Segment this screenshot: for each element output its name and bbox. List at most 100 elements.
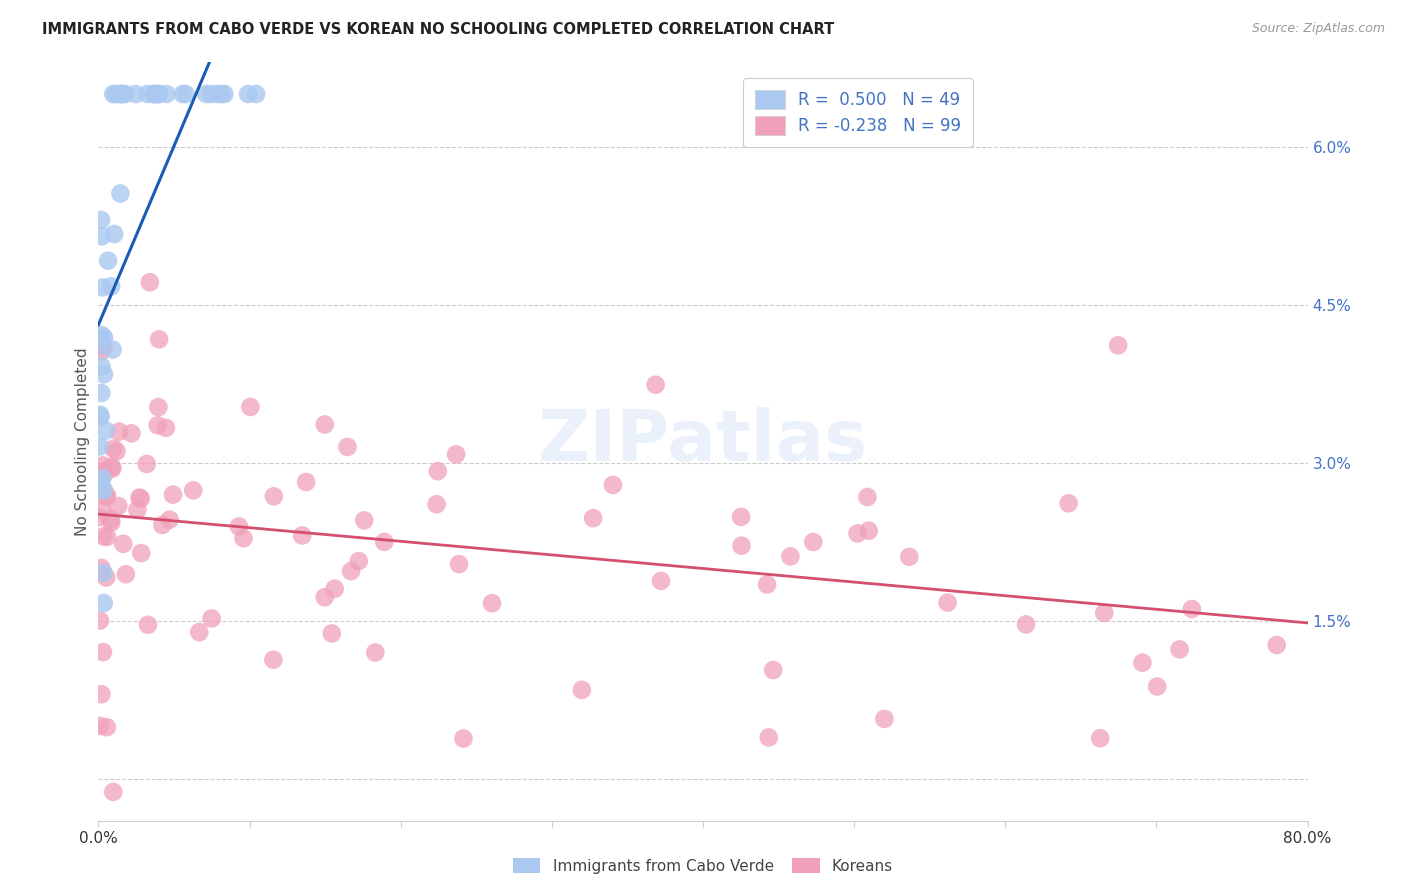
Point xyxy=(172,87,194,101)
Point xyxy=(110,186,132,201)
Point xyxy=(96,490,118,504)
Point xyxy=(90,229,112,244)
Point xyxy=(856,490,879,504)
Point xyxy=(1146,680,1168,694)
Point xyxy=(89,614,111,628)
Point xyxy=(201,611,224,625)
Point xyxy=(91,280,114,294)
Point xyxy=(103,785,125,799)
Point xyxy=(103,442,125,456)
Point xyxy=(91,483,114,498)
Point xyxy=(115,567,138,582)
Point xyxy=(1090,731,1112,746)
Point xyxy=(121,426,143,441)
Point xyxy=(101,459,124,474)
Point xyxy=(128,491,150,505)
Point xyxy=(135,457,157,471)
Point xyxy=(336,440,359,454)
Point xyxy=(730,539,752,553)
Point xyxy=(758,731,780,745)
Point xyxy=(353,513,375,527)
Point xyxy=(146,418,169,433)
Point xyxy=(148,332,170,346)
Point xyxy=(373,535,395,549)
Legend: Immigrants from Cabo Verde, Koreans: Immigrants from Cabo Verde, Koreans xyxy=(508,852,898,880)
Text: Source: ZipAtlas.com: Source: ZipAtlas.com xyxy=(1251,22,1385,36)
Point xyxy=(100,279,122,293)
Point xyxy=(1265,638,1288,652)
Point xyxy=(195,87,218,101)
Point xyxy=(571,682,593,697)
Point xyxy=(801,535,824,549)
Point xyxy=(91,645,114,659)
Point xyxy=(453,731,475,746)
Point xyxy=(96,720,118,734)
Point xyxy=(93,339,115,353)
Point xyxy=(936,596,959,610)
Point xyxy=(295,475,318,489)
Point xyxy=(644,377,666,392)
Point xyxy=(93,483,115,497)
Point xyxy=(155,421,177,435)
Point xyxy=(174,87,197,101)
Point xyxy=(90,344,112,359)
Point xyxy=(101,462,124,476)
Point xyxy=(426,464,449,478)
Point xyxy=(263,489,285,503)
Point xyxy=(447,557,470,571)
Point xyxy=(214,87,236,101)
Legend: R =  0.500   N = 49, R = -0.238   N = 99: R = 0.500 N = 49, R = -0.238 N = 99 xyxy=(744,78,973,147)
Point xyxy=(114,87,136,101)
Point xyxy=(148,400,170,414)
Point xyxy=(143,87,166,101)
Point xyxy=(207,87,229,101)
Point xyxy=(93,330,115,344)
Point xyxy=(245,87,267,101)
Point xyxy=(340,564,363,578)
Point xyxy=(90,213,112,227)
Point xyxy=(444,447,467,461)
Point xyxy=(364,646,387,660)
Point xyxy=(1107,338,1129,352)
Point xyxy=(87,338,110,352)
Point xyxy=(136,617,159,632)
Point xyxy=(730,510,752,524)
Point xyxy=(100,512,122,526)
Point xyxy=(321,626,343,640)
Point xyxy=(779,549,801,564)
Point xyxy=(90,328,112,343)
Point xyxy=(91,468,114,483)
Point xyxy=(129,546,152,560)
Point xyxy=(139,275,162,289)
Point xyxy=(111,87,134,101)
Point xyxy=(155,87,177,101)
Point xyxy=(90,409,112,424)
Point xyxy=(846,526,869,541)
Point xyxy=(89,475,111,489)
Point xyxy=(101,343,124,357)
Point xyxy=(100,516,122,530)
Point xyxy=(89,440,111,454)
Point xyxy=(1181,602,1204,616)
Point xyxy=(481,596,503,610)
Point xyxy=(232,531,254,545)
Point xyxy=(756,577,779,591)
Point xyxy=(650,574,672,588)
Point xyxy=(103,87,125,101)
Point xyxy=(96,530,118,544)
Point xyxy=(91,333,114,347)
Point xyxy=(105,444,128,458)
Point xyxy=(96,570,118,584)
Point xyxy=(426,497,449,511)
Point xyxy=(91,502,114,516)
Point xyxy=(323,582,346,596)
Point xyxy=(96,488,118,502)
Point xyxy=(858,524,880,538)
Point xyxy=(108,87,131,101)
Point xyxy=(150,517,173,532)
Point xyxy=(762,663,785,677)
Point xyxy=(112,537,135,551)
Point xyxy=(181,483,204,498)
Point xyxy=(90,359,112,374)
Point xyxy=(124,87,146,101)
